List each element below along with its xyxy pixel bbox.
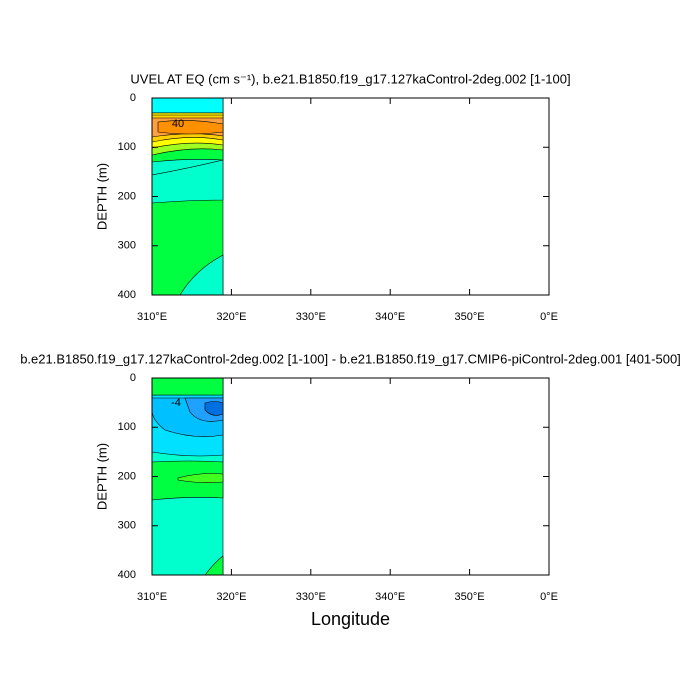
y-axis-label: DEPTH (m): [94, 443, 109, 510]
y-tick-label: 0: [130, 372, 136, 384]
x-tick-label: 330°E: [296, 591, 326, 603]
x-tick-label: 340°E: [375, 311, 405, 323]
contour-label: -4: [171, 397, 181, 409]
y-tick-label: 100: [118, 141, 136, 153]
x-tick-label: 310°E: [137, 311, 167, 323]
x-tick-label: 310°E: [137, 591, 167, 603]
chart-title: UVEL AT EQ (cm s⁻¹), b.e21.B1850.f19_g17…: [130, 71, 570, 86]
y-tick-label: 0: [130, 92, 136, 104]
x-axis-label: Longitude: [311, 609, 390, 629]
contour-fill-bottom: [151, 377, 224, 576]
y-tick-label: 200: [118, 470, 136, 482]
contour-label: 40: [172, 118, 184, 130]
x-tick-label: 320°E: [216, 311, 246, 323]
y-tick-label: 200: [118, 190, 136, 202]
x-tick-label: 330°E: [296, 311, 326, 323]
x-tick-label: 350°E: [455, 591, 485, 603]
y-tick-label: 400: [118, 569, 136, 581]
y-tick-label: 300: [118, 520, 136, 532]
x-tick-label: 0°E: [540, 311, 558, 323]
chart-title: b.e21.B1850.f19_g17.127kaControl-2deg.00…: [20, 351, 681, 366]
y-tick-label: 100: [118, 421, 136, 433]
y-axis-label: DEPTH (m): [94, 163, 109, 230]
x-tick-label: 0°E: [540, 591, 558, 603]
contour-fill-top: [151, 97, 224, 296]
y-tick-label: 300: [118, 240, 136, 252]
x-tick-label: 340°E: [375, 591, 405, 603]
y-tick-label: 400: [118, 289, 136, 301]
x-tick-label: 350°E: [455, 311, 485, 323]
x-tick-label: 320°E: [216, 591, 246, 603]
